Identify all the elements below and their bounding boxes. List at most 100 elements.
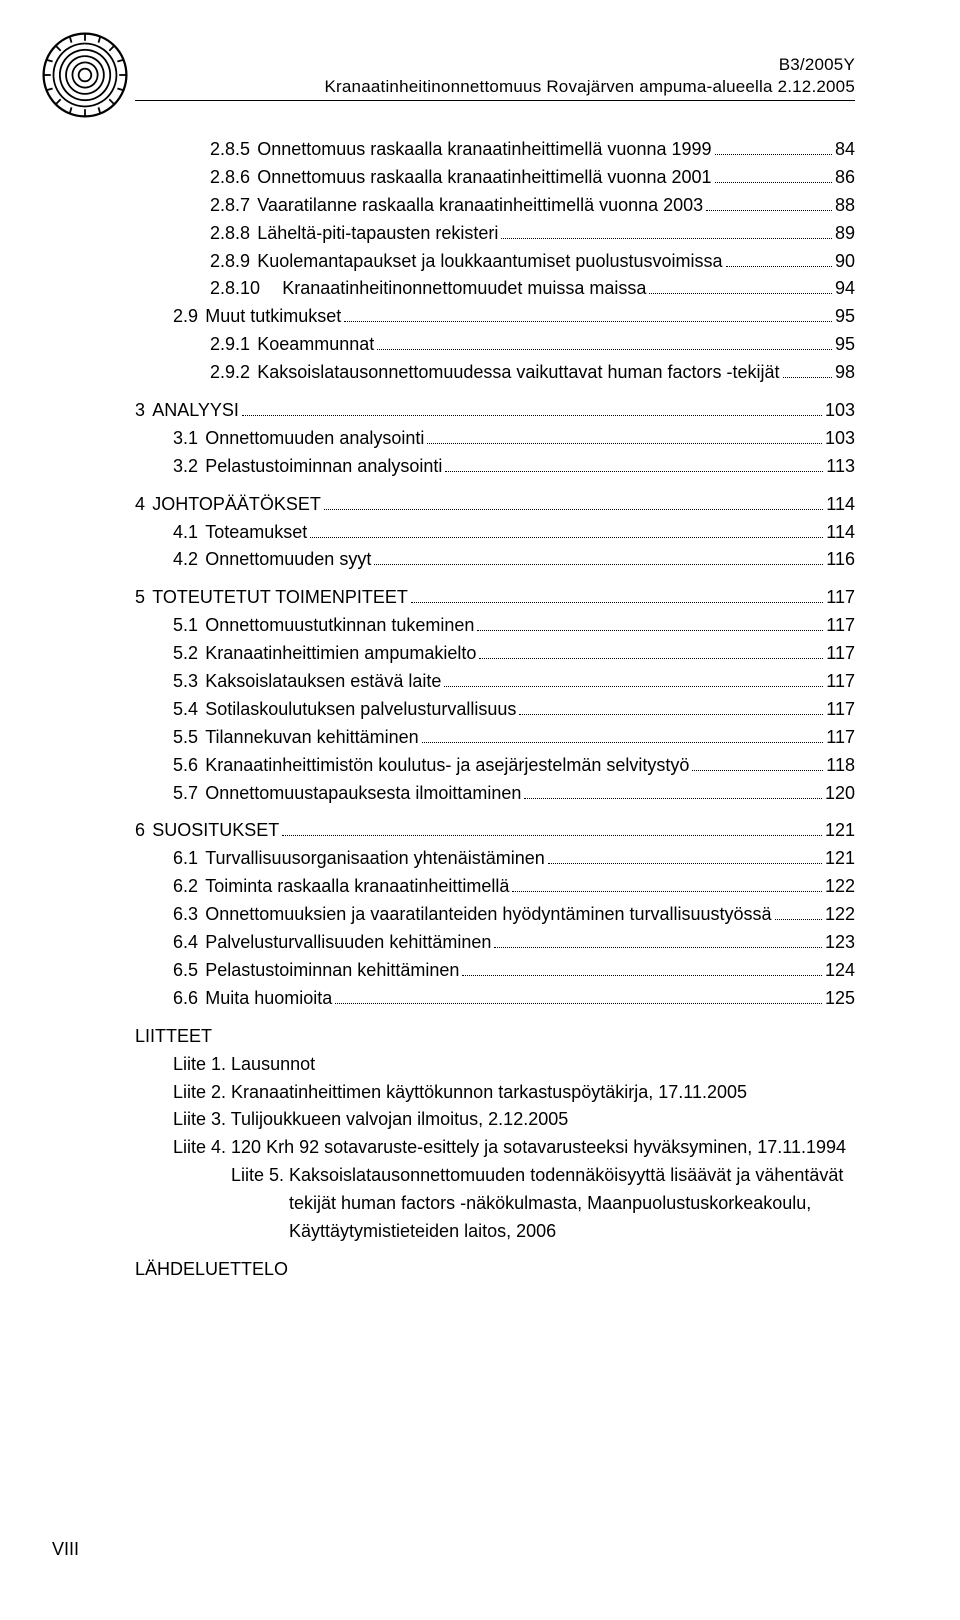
toc-entry: 3.2Pelastustoiminnan analysointi113 xyxy=(173,453,855,481)
toc-leader xyxy=(477,616,823,631)
toc-leader xyxy=(649,279,832,294)
toc-leader xyxy=(548,849,822,864)
toc-leader xyxy=(282,821,822,836)
toc-entry: 5.5Tilannekuvan kehittäminen117 xyxy=(173,724,855,752)
toc-entry: 2.8.9Kuolemantapaukset ja loukkaantumise… xyxy=(210,248,855,276)
toc-label: Turvallisuusorganisaation yhtenäistämine… xyxy=(205,845,545,873)
toc-number: 2.8.10 xyxy=(210,275,282,303)
toc-leader xyxy=(377,335,832,350)
toc-entry: 6.6Muita huomioita125 xyxy=(173,985,855,1013)
sources-heading: LÄHDELUETTELO xyxy=(135,1256,855,1284)
toc-leader xyxy=(494,933,822,948)
toc-number: 5 xyxy=(135,584,152,612)
toc-entry: 2.9Muut tutkimukset95 xyxy=(173,303,855,331)
toc-entry: 2.8.7Vaaratilanne raskaalla kranaatinhei… xyxy=(210,192,855,220)
toc-number: 6.4 xyxy=(173,929,205,957)
toc-page: 123 xyxy=(825,929,855,957)
toc-leader xyxy=(524,783,822,798)
toc-leader xyxy=(427,429,822,444)
org-logo-icon xyxy=(40,30,130,120)
toc-label: Läheltä-piti-tapausten rekisteri xyxy=(257,220,498,248)
toc-page: 103 xyxy=(825,425,855,453)
toc-leader xyxy=(479,644,823,659)
toc-label: Toteamukset xyxy=(205,519,307,547)
toc-label: Onnettomuuden analysointi xyxy=(205,425,424,453)
toc-entry: 6.5Pelastustoiminnan kehittäminen124 xyxy=(173,957,855,985)
toc-number: 2.8.9 xyxy=(210,248,257,276)
toc-leader xyxy=(462,961,822,976)
toc-label: TOTEUTETUT TOIMENPITEET xyxy=(152,584,408,612)
toc-page: 89 xyxy=(835,220,855,248)
toc-entry: 5TOTEUTETUT TOIMENPITEET 117 xyxy=(135,584,855,612)
toc-page: 90 xyxy=(835,248,855,276)
toc-label: JOHTOPÄÄTÖKSET xyxy=(152,491,321,519)
toc-label: Muut tutkimukset xyxy=(205,303,341,331)
toc-number: 5.6 xyxy=(173,752,205,780)
toc-entry: 6.2Toiminta raskaalla kranaatinheittimel… xyxy=(173,873,855,901)
toc-number: 3.1 xyxy=(173,425,205,453)
toc-entry: 5.4Sotilaskoulutuksen palvelusturvallisu… xyxy=(173,696,855,724)
toc-entry: 5.1Onnettomuustutkinnan tukeminen117 xyxy=(173,612,855,640)
toc-entry: 2.9.1Koeammunnat95 xyxy=(210,331,855,359)
toc-page: 121 xyxy=(825,817,855,845)
appendix-heading: LIITTEET xyxy=(135,1023,855,1051)
toc-label: Onnettomuus raskaalla kranaatinheittimel… xyxy=(257,136,711,164)
toc-label: Muita huomioita xyxy=(205,985,332,1013)
toc-entry: 6.1Turvallisuusorganisaation yhtenäistäm… xyxy=(173,845,855,873)
toc-number: 5.2 xyxy=(173,640,205,668)
page-number-roman: VIII xyxy=(52,1539,79,1560)
toc-page: 103 xyxy=(825,397,855,425)
toc-leader xyxy=(445,456,823,471)
toc-page: 121 xyxy=(825,845,855,873)
toc-page: 124 xyxy=(825,957,855,985)
toc-label: Onnettomuus raskaalla kranaatinheittimel… xyxy=(257,164,711,192)
toc-page: 117 xyxy=(826,724,855,752)
toc-leader xyxy=(706,195,832,210)
toc-label: SUOSITUKSET xyxy=(152,817,279,845)
toc-label: Kaksoislatausonnettomuudessa vaikuttavat… xyxy=(257,359,779,387)
toc-entry: 2.8.10Kranaatinheitinonnettomuudet muiss… xyxy=(210,275,855,303)
toc-leader xyxy=(783,363,832,378)
toc-page: 120 xyxy=(825,780,855,808)
toc-entry: 5.2Kranaatinheittimien ampumakielto117 xyxy=(173,640,855,668)
toc-leader xyxy=(242,401,822,416)
toc-page: 88 xyxy=(835,192,855,220)
toc-page: 113 xyxy=(826,453,855,481)
toc-number: 5.1 xyxy=(173,612,205,640)
toc-number: 4.1 xyxy=(173,519,205,547)
appendix-item: Liite 3. Tulijoukkueen valvojan ilmoitus… xyxy=(173,1106,855,1134)
toc-label: Palvelusturvallisuuden kehittäminen xyxy=(205,929,491,957)
toc-number: 6.2 xyxy=(173,873,205,901)
appendix-item: Liite 2. Kranaatinheittimen käyttökunnon… xyxy=(173,1079,855,1107)
appendix-item: Liite 5. Kaksoislatausonnettomuuden tode… xyxy=(231,1162,855,1246)
toc-leader xyxy=(692,755,823,770)
toc-number: 4 xyxy=(135,491,152,519)
toc-label: Kaksoislatauksen estävä laite xyxy=(205,668,441,696)
toc-number: 6.1 xyxy=(173,845,205,873)
toc-number: 2.8.6 xyxy=(210,164,257,192)
toc-label: ANALYYSI xyxy=(152,397,239,425)
appendix-item: Liite 1. Lausunnot xyxy=(173,1051,855,1079)
toc-leader xyxy=(444,672,823,687)
toc-number: 2.9.1 xyxy=(210,331,257,359)
toc-entry: 2.8.6Onnettomuus raskaalla kranaatinheit… xyxy=(210,164,855,192)
toc-label: Pelastustoiminnan analysointi xyxy=(205,453,442,481)
toc-page: 117 xyxy=(826,584,855,612)
toc-leader xyxy=(715,168,832,183)
toc-leader xyxy=(411,588,823,603)
toc-number: 2.8.5 xyxy=(210,136,257,164)
toc-entry: 3.1Onnettomuuden analysointi 103 xyxy=(173,425,855,453)
toc-leader xyxy=(344,307,832,322)
toc-page: 114 xyxy=(826,491,855,519)
toc-leader xyxy=(519,700,823,715)
table-of-contents: 2.8.5Onnettomuus raskaalla kranaatinheit… xyxy=(135,136,855,1013)
toc-page: 122 xyxy=(825,873,855,901)
toc-number: 5.5 xyxy=(173,724,205,752)
toc-page: 122 xyxy=(825,901,855,929)
doc-id: B3/2005Y xyxy=(135,55,855,75)
toc-label: Koeammunnat xyxy=(257,331,374,359)
toc-page: 84 xyxy=(835,136,855,164)
toc-label: Kranaatinheittimien ampumakielto xyxy=(205,640,476,668)
toc-page: 86 xyxy=(835,164,855,192)
toc-page: 125 xyxy=(825,985,855,1013)
